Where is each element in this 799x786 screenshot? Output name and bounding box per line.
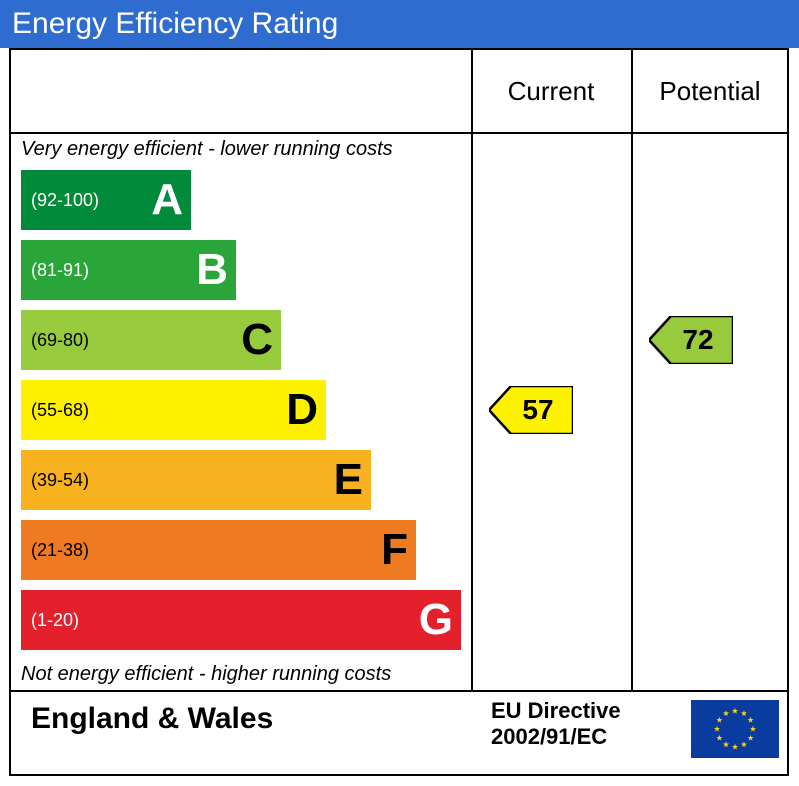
rating-pointer-current: 57 — [489, 386, 573, 434]
note-efficient: Very energy efficient - lower running co… — [21, 138, 393, 161]
directive-line2: 2002/91/EC — [491, 724, 607, 749]
band-row-b: (81-91) B — [21, 240, 236, 300]
footer-region: England & Wales — [31, 702, 273, 736]
epc-chart: Energy Efficiency Rating Current Potenti… — [0, 0, 799, 786]
rating-potential-value: 72 — [649, 316, 733, 364]
chart-grid: Current Potential Very energy efficient … — [9, 48, 789, 776]
band-range-g: (1-20) — [21, 610, 79, 631]
band-letter-a: A — [151, 175, 183, 225]
rating-pointer-potential: 72 — [649, 316, 733, 364]
band-f: (21-38) F — [21, 520, 416, 580]
directive-line1: EU Directive — [491, 698, 621, 723]
band-range-c: (69-80) — [21, 330, 89, 351]
column-header-potential: Potential — [631, 50, 789, 132]
band-d: (55-68) D — [21, 380, 326, 440]
rating-current-value: 57 — [489, 386, 573, 434]
grid-line — [631, 50, 633, 690]
band-letter-g: G — [419, 595, 453, 645]
band-g: (1-20) G — [21, 590, 461, 650]
grid-line — [11, 690, 787, 692]
band-c: (69-80) C — [21, 310, 281, 370]
band-row-e: (39-54) E — [21, 450, 371, 510]
band-b: (81-91) B — [21, 240, 236, 300]
band-row-a: (92-100) A — [21, 170, 191, 230]
band-letter-c: C — [241, 315, 273, 365]
band-row-g: (1-20) G — [21, 590, 461, 650]
grid-line — [471, 50, 473, 690]
band-row-f: (21-38) F — [21, 520, 416, 580]
band-letter-b: B — [196, 245, 228, 295]
band-row-c: (69-80) C — [21, 310, 281, 370]
band-a: (92-100) A — [21, 170, 191, 230]
band-range-e: (39-54) — [21, 470, 89, 491]
band-row-d: (55-68) D — [21, 380, 326, 440]
band-range-b: (81-91) — [21, 260, 89, 281]
bands-area: Very energy efficient - lower running co… — [11, 134, 471, 690]
band-e: (39-54) E — [21, 450, 371, 510]
column-header-current: Current — [471, 50, 631, 132]
band-range-a: (92-100) — [21, 190, 99, 211]
eu-flag-icon — [691, 700, 779, 758]
chart-title: Energy Efficiency Rating — [12, 7, 338, 41]
band-range-f: (21-38) — [21, 540, 89, 561]
band-letter-f: F — [381, 525, 408, 575]
note-inefficient: Not energy efficient - higher running co… — [21, 663, 391, 686]
title-bar: Energy Efficiency Rating — [0, 0, 799, 48]
footer-directive: EU Directive 2002/91/EC — [491, 698, 621, 751]
band-letter-e: E — [334, 455, 363, 505]
band-letter-d: D — [286, 385, 318, 435]
band-range-d: (55-68) — [21, 400, 89, 421]
